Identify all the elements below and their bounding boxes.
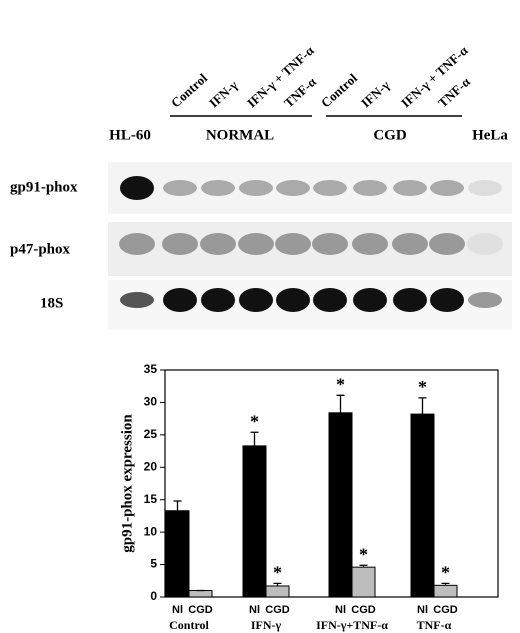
series-label: Nl [417,604,428,616]
x-tick-label: TNF-α [417,618,452,632]
x-tick-label: Control [169,618,209,632]
lane-label: Control [168,70,210,110]
band [276,288,310,312]
series-label: CGD [351,604,376,616]
band [120,292,154,308]
band [276,180,310,196]
band [120,176,154,200]
lane-label: IFN-γ [358,77,392,110]
error-bar [359,564,368,568]
bar [351,566,376,598]
y-axis-label: gp91-phox expression [119,414,135,553]
band [429,233,465,255]
series-label: Nl [335,604,346,616]
lane-label: IFN-γ [206,77,240,110]
band [352,233,388,255]
y-tick-label: 0 [150,589,157,603]
series-label: CGD [265,604,290,616]
band [201,180,235,196]
significance-marker: * [359,544,368,564]
series-label: CGD [188,604,213,616]
series-label: Nl [249,604,260,616]
error-bar [173,500,182,511]
y-tick-label: 15 [144,492,158,506]
band [313,180,347,196]
band [393,288,427,312]
bar [165,510,190,598]
bar [410,413,435,598]
band [393,180,427,196]
band [467,233,503,255]
band [239,180,273,196]
y-tick-label: 25 [144,427,158,441]
bar [242,445,267,598]
band [312,233,348,255]
y-tick-label: 30 [144,395,158,409]
group-label: HL-60 [109,127,151,143]
band [353,180,387,196]
band [201,288,235,312]
x-tick-label: IFN-γ+TNF-α [316,618,388,632]
significance-marker: * [441,563,450,583]
group-label: CGD [373,127,407,143]
band [468,292,502,308]
significance-marker: * [336,374,345,394]
band [353,288,387,312]
bar [328,412,353,598]
row-label: gp91-phox [10,179,78,195]
bar [433,584,458,598]
bar [188,590,213,598]
significance-marker: * [250,411,259,431]
error-bar [336,394,345,413]
band [239,288,273,312]
row-label: p47-phox [10,241,71,257]
x-tick-label: IFN-γ [251,618,282,632]
y-tick-label: 20 [144,459,158,473]
lane-label: Control [318,70,360,110]
band [275,233,311,255]
band [468,180,502,196]
error-bar [250,431,259,446]
error-bar [273,582,282,586]
y-tick-label: 10 [144,524,158,538]
series-label: CGD [433,604,458,616]
significance-marker: * [418,377,427,397]
band [200,233,236,255]
band [163,288,197,312]
band [430,180,464,196]
error-bar [418,397,427,415]
row-label: 18S [40,295,63,311]
significance-marker: * [273,563,282,583]
band [163,180,197,196]
group-label: HeLa [472,127,508,143]
band [430,288,464,312]
error-bar [441,582,450,586]
band [313,288,347,312]
series-label: Nl [172,604,183,616]
band [238,233,274,255]
band [162,233,198,255]
group-label: NORMAL [206,127,274,143]
y-tick-label: 5 [150,557,157,571]
bar [265,585,290,598]
band [392,233,428,255]
band [119,233,155,255]
y-tick-label: 35 [144,362,158,376]
